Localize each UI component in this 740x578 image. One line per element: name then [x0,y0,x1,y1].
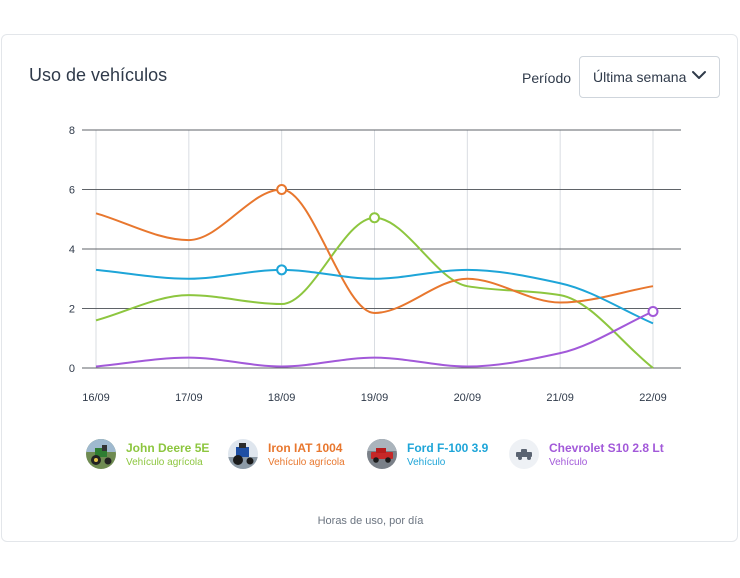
series-line [95,268,654,325]
legend-subtitle: Vehículo agrícola [126,457,203,468]
y-tick-label: 2 [69,304,75,316]
series-line [95,310,654,368]
series-point-marker [276,184,288,195]
series-point-marker [276,264,288,276]
legend-subtitle: Vehículo [549,457,588,468]
series-point-marker [369,212,380,224]
tractor-green-photo [86,439,116,469]
x-tick-label: 19/09 [361,392,389,404]
vehicle-usage-card: Uso de vehículos Período Última semana J… [1,34,738,542]
legend-subtitle: Vehículo [407,457,446,468]
legend-name: Chevrolet S10 2.8 Lt [549,441,664,455]
x-tick-label: 20/09 [454,392,482,404]
series-line [95,188,654,314]
period-value: Última semana [593,69,687,85]
chevron-down-icon [692,71,706,79]
legend-name: Iron IAT 1004 [268,441,343,455]
x-tick-label: 21/09 [546,392,574,404]
pickup-placeholder-icon [509,439,539,469]
x-tick-label: 22/09 [639,392,667,404]
y-tick-label: 8 [69,125,75,137]
y-tick-label: 6 [69,185,75,197]
chart-footnote: Horas de uso, por día [317,515,424,527]
card-title: Uso de vehículos [29,65,168,85]
legend-subtitle: Vehículo agrícola [268,457,345,468]
series-point-marker [647,305,659,317]
legend-name: John Deere 5E [126,441,210,455]
period-select[interactable]: Última semana [579,56,720,98]
legend-name: Ford F-100 3.9 [407,441,489,455]
period-label: Período [522,70,572,86]
y-tick-label: 4 [69,244,75,256]
y-tick-label: 0 [69,363,75,375]
tractor-blue-photo [228,439,258,469]
x-tick-label: 16/09 [82,392,110,404]
pickup-red-photo [367,439,397,469]
x-tick-label: 18/09 [268,392,296,404]
x-tick-label: 17/09 [175,392,203,404]
